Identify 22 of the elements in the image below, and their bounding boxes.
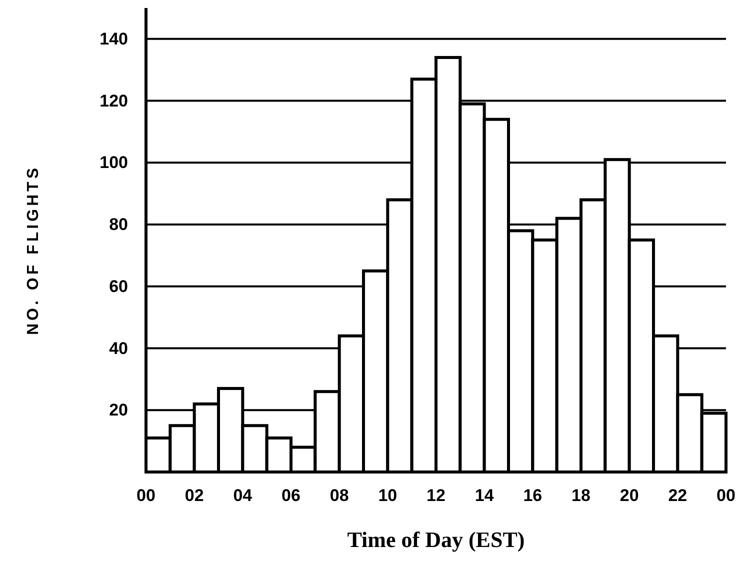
y-tick-label: 140 xyxy=(100,29,128,48)
x-tick-label: 14 xyxy=(474,486,494,505)
x-tick-label: 10 xyxy=(378,486,398,505)
x-tick-label: 22 xyxy=(668,486,688,505)
x-tick-label: 00 xyxy=(136,486,156,505)
x-tick-label: 04 xyxy=(233,486,253,505)
y-tick-label: 100 xyxy=(100,153,128,172)
x-tick-label: 12 xyxy=(426,486,446,505)
y-tick-label: 120 xyxy=(100,91,128,110)
x-tick-label: 00 xyxy=(716,486,736,505)
x-tick-label: 02 xyxy=(184,486,204,505)
x-axis-title: Time of Day (EST) xyxy=(347,527,525,552)
y-tick-label: 60 xyxy=(109,276,128,296)
y-tick-label: 20 xyxy=(109,400,128,420)
x-tick-label: 20 xyxy=(620,486,639,505)
y-axis-title: NO. OF FLIGHTS xyxy=(25,165,42,335)
x-tick-label: 18 xyxy=(572,486,590,505)
x-tick-label: 16 xyxy=(523,486,542,505)
y-tick-label: 40 xyxy=(109,338,128,358)
x-tick-label: 06 xyxy=(282,486,300,505)
y-tick-label: 80 xyxy=(109,215,128,234)
x-tick-label: 08 xyxy=(330,486,349,505)
